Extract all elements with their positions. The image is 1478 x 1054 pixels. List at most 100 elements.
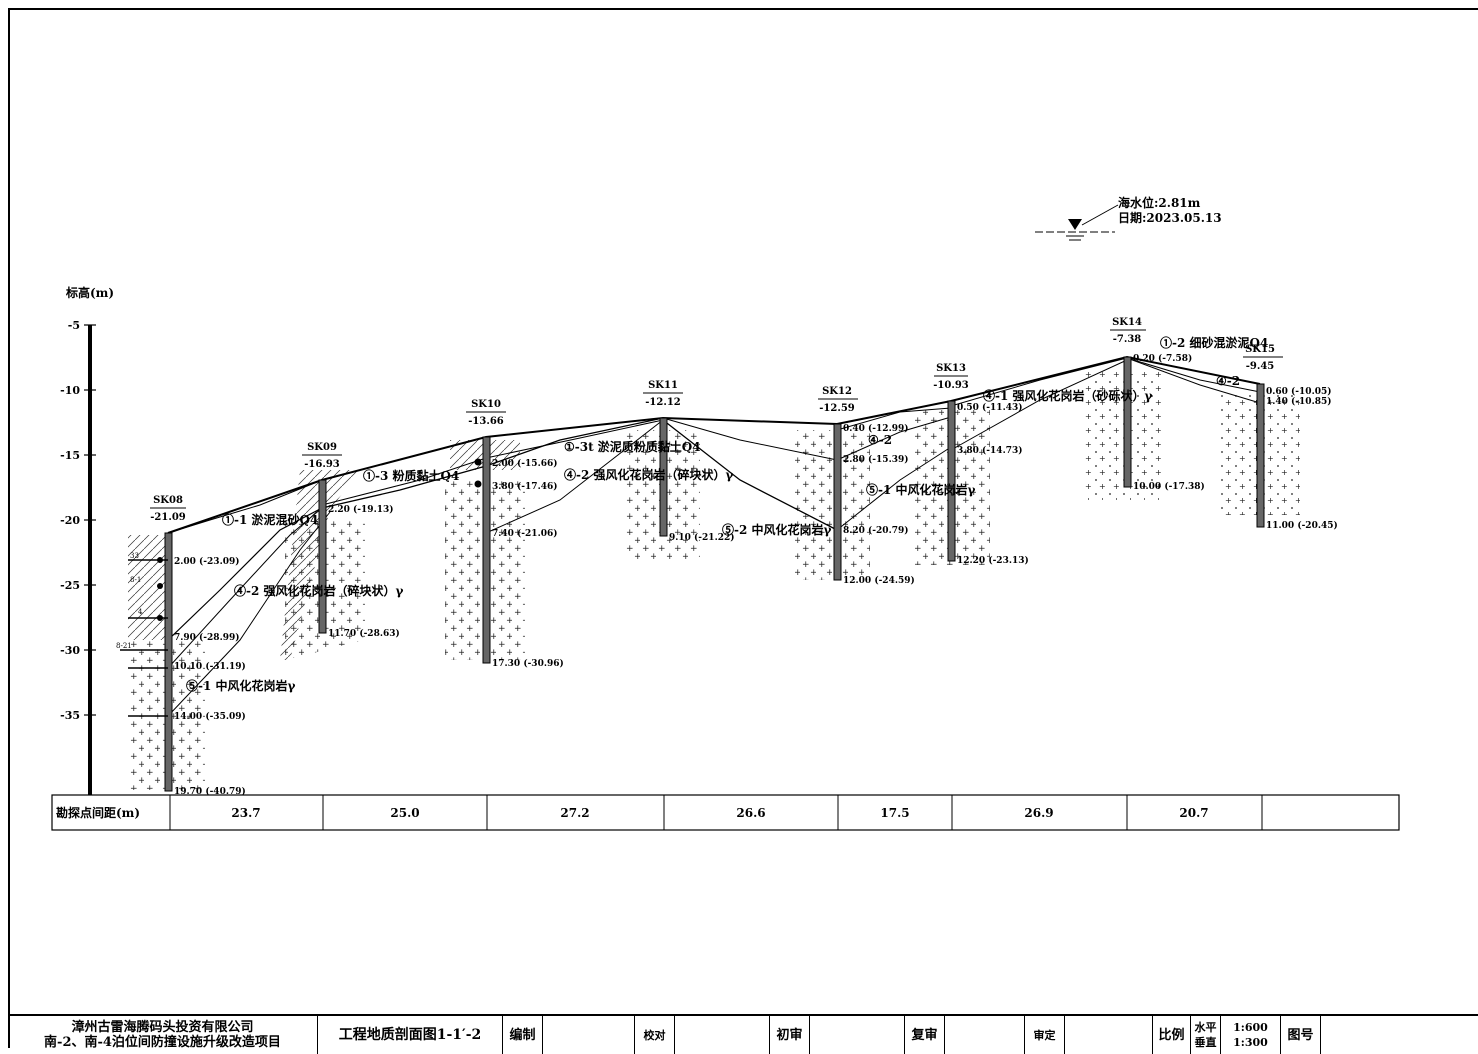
depth-label: 1.40 (-10.85)	[1266, 396, 1332, 407]
stratum-label: ④-2	[1216, 374, 1240, 388]
borehole-top: -12.12	[645, 397, 681, 408]
side-mark: 8-1	[130, 576, 141, 584]
stratum-label: ④-2 强风化花岗岩（碎块状）γ	[234, 583, 404, 598]
depth-label: 7.90 (-28.99)	[174, 632, 240, 643]
granite-sk12	[795, 430, 870, 580]
stratum-label: ①-1 淤泥混砂Q4	[222, 512, 318, 527]
depth-label: 12.20 (-23.13)	[957, 555, 1029, 566]
side-mark: 33	[130, 552, 139, 560]
depth-label: 14.00 (-35.09)	[174, 711, 246, 722]
borehole-top: -16.93	[304, 459, 340, 470]
borehole-id: SK09	[307, 442, 337, 453]
horizontal-scale: 1:600	[1233, 1021, 1268, 1034]
distance-row-label: 勘探点间距(m)	[56, 805, 140, 820]
stratum-labels: ①-1 淤泥混砂Q4 ①-3 粉质黏土Q4 ①-3t 淤泥质粉质黏土Q4 ④-2…	[186, 335, 1268, 693]
borehole-top: -21.09	[150, 512, 186, 523]
stratum-label: ④-1 强风化花岗岩（砂砾状）γ	[983, 388, 1153, 403]
compiled-label: 编制	[503, 1016, 543, 1054]
rock-patterns	[128, 370, 1300, 790]
water-level-marker: 海水位:2.81m 日期:2023.05.13	[1035, 195, 1222, 241]
depth-label: 11.00 (-20.45)	[1266, 520, 1338, 531]
side-mark: 8-21	[116, 642, 132, 650]
borehole-id: SK12	[822, 386, 852, 397]
side-mark: 4	[138, 608, 143, 616]
second-review-sign	[945, 1016, 1025, 1054]
tick-label: -15	[60, 449, 80, 462]
depth-label: 2.20 (-19.13)	[328, 504, 394, 515]
ground-surface	[167, 355, 1261, 534]
borehole-id: SK14	[1112, 317, 1142, 328]
water-level-text: 海水位:2.81m	[1118, 195, 1201, 210]
drawing-no-label: 图号	[1281, 1016, 1321, 1054]
borehole-top: -7.38	[1113, 334, 1142, 345]
tick-label: -5	[68, 319, 80, 332]
depth-label: 2.80 (-15.39)	[843, 454, 909, 465]
distance-value: 20.7	[1179, 806, 1208, 820]
borehole-id: SK15	[1245, 344, 1275, 355]
borehole-sk11: SK11 -12.12 9.10 (-21.22)	[643, 380, 735, 543]
distance-value: 27.2	[560, 806, 589, 820]
depth-label: 8.20 (-20.79)	[843, 525, 909, 536]
compiled-sign	[543, 1016, 635, 1054]
drawing-frame	[8, 8, 1478, 1048]
depth-label: 7.40 (-21.06)	[492, 528, 558, 539]
borehole-sk12: SK12 -12.59 0.40 (-12.99) 2.80 (-15.39) …	[818, 386, 915, 586]
second-review-label: 复审	[905, 1016, 945, 1054]
borehole-sk10: SK10 -13.66 2.00 (-15.66) 3.80 (-17.46) …	[466, 399, 564, 669]
depth-label: 10.10 (-31.19)	[174, 661, 246, 672]
distance-value: 26.6	[736, 806, 765, 820]
depth-label: 3.80 (-14.73)	[957, 445, 1023, 456]
first-review-label: 初审	[770, 1016, 810, 1054]
scale-axis-labels: 水平 垂直	[1191, 1016, 1221, 1054]
tick-label: -10	[60, 384, 80, 397]
borehole-id: SK08	[153, 495, 183, 506]
borehole-id: SK11	[648, 380, 678, 391]
drawing-title: 工程地质剖面图1-1′-2	[318, 1016, 503, 1054]
depth-label: 12.00 (-24.59)	[843, 575, 915, 586]
owner-cell: 漳州古雷海腾码头投资有限公司 南-2、南-4泊位间防撞设施升级改造项目	[8, 1016, 318, 1054]
borehole-id: SK13	[936, 363, 966, 374]
distance-row: 勘探点间距(m) 23.7 25.0 27.2 26.6 17.5 26.9 2…	[51, 794, 1400, 831]
checked-sign	[675, 1016, 770, 1054]
checked-label: 校对	[635, 1016, 675, 1054]
depth-label: 9.10 (-21.22)	[669, 532, 735, 543]
depth-label: 0.20 (-7.58)	[1133, 353, 1192, 364]
borehole-top: -9.45	[1246, 361, 1275, 372]
distance-value: 26.9	[1024, 806, 1053, 820]
axis-label: 标高(m)	[65, 285, 114, 300]
scale-values: 1:600 1:300	[1221, 1016, 1281, 1054]
distance-value: 17.5	[880, 806, 909, 820]
depth-label: 10.00 (-17.38)	[1133, 481, 1205, 492]
borehole-id: SK10	[471, 399, 501, 410]
depth-label: 0.60 (-10.05)	[1266, 386, 1332, 397]
borehole-sk13: SK13 -10.93 0.50 (-11.43) 3.80 (-14.73) …	[933, 363, 1028, 566]
project-name: 南-2、南-4泊位间防撞设施升级改造项目	[44, 1035, 281, 1050]
depth-label: 0.50 (-11.43)	[957, 402, 1023, 413]
tick-label: -35	[60, 709, 80, 722]
company-name: 漳州古雷海腾码头投资有限公司	[71, 1020, 254, 1035]
tick-label: -30	[60, 644, 80, 657]
tick-label: -20	[60, 514, 80, 527]
depth-label: 11.70 (-28.63)	[328, 628, 400, 639]
borehole-sk08: SK08 -21.09 2.00 (-23.09) 7.90 (-28.99) …	[116, 495, 246, 797]
stratum-label: ⑤-1 中风化花岗岩γ	[866, 482, 976, 497]
borehole-sk14: SK14 -7.38 0.20 (-7.58) 10.00 (-17.38)	[1110, 317, 1205, 492]
depth-label: 3.80 (-17.46)	[492, 481, 558, 492]
borehole-top: -10.93	[933, 380, 969, 391]
approved-sign	[1065, 1016, 1153, 1054]
distance-value: 25.0	[390, 806, 419, 820]
title-block: 漳州古雷海腾码头投资有限公司 南-2、南-4泊位间防撞设施升级改造项目 工程地质…	[8, 1014, 1478, 1054]
borehole-top: -13.66	[468, 416, 504, 427]
depth-label: 19.70 (-40.79)	[174, 786, 246, 797]
stratum-label: ⑤-1 中风化花岗岩γ	[186, 678, 296, 693]
borehole-sk15: SK15 -9.45 0.60 (-10.05) 1.40 (-10.85) 1…	[1243, 344, 1338, 531]
tick-label: -25	[60, 579, 80, 592]
borehole-top: -12.59	[819, 403, 855, 414]
horizontal-label: 水平	[1194, 1021, 1217, 1034]
stratum-label: ①-2 细砂混淤泥Q4	[1160, 335, 1268, 350]
stratum-label: ①-3 粉质黏土Q4	[363, 468, 459, 483]
scale-label: 比例	[1153, 1016, 1191, 1054]
borehole-sk09: SK09 -16.93 2.20 (-19.13) 11.70 (-28.63)	[302, 442, 400, 639]
stratum-label: ⑤-2 中风化花岗岩γ	[722, 522, 832, 537]
